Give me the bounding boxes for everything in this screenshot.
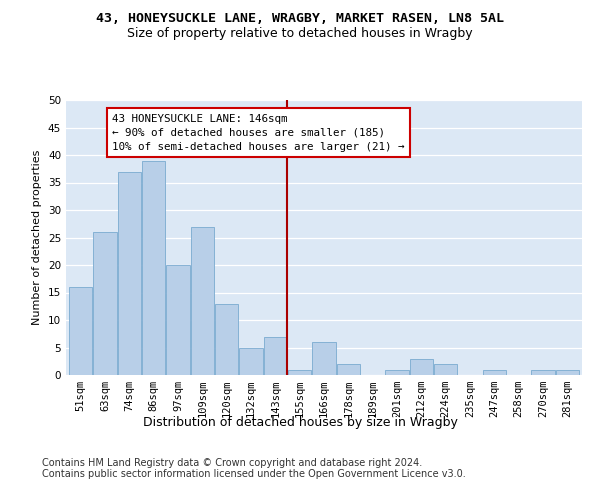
Bar [94,232,116,375]
Bar [239,348,263,375]
Y-axis label: Number of detached properties: Number of detached properties [32,150,43,325]
Bar [288,370,311,375]
Bar [483,370,506,375]
Text: 43 HONEYSUCKLE LANE: 146sqm
← 90% of detached houses are smaller (185)
10% of se: 43 HONEYSUCKLE LANE: 146sqm ← 90% of det… [112,114,405,152]
Bar [69,287,92,375]
Bar [434,364,457,375]
Bar [118,172,141,375]
Bar [532,370,554,375]
Bar [410,358,433,375]
Text: Contains HM Land Registry data © Crown copyright and database right 2024.
Contai: Contains HM Land Registry data © Crown c… [42,458,466,479]
Text: Distribution of detached houses by size in Wragby: Distribution of detached houses by size … [143,416,457,429]
Bar [191,226,214,375]
Bar [556,370,579,375]
Text: 43, HONEYSUCKLE LANE, WRAGBY, MARKET RASEN, LN8 5AL: 43, HONEYSUCKLE LANE, WRAGBY, MARKET RAS… [96,12,504,26]
Bar [166,265,190,375]
Bar [264,336,287,375]
Text: Size of property relative to detached houses in Wragby: Size of property relative to detached ho… [127,28,473,40]
Bar [337,364,360,375]
Bar [142,160,165,375]
Bar [385,370,409,375]
Bar [313,342,335,375]
Bar [215,304,238,375]
